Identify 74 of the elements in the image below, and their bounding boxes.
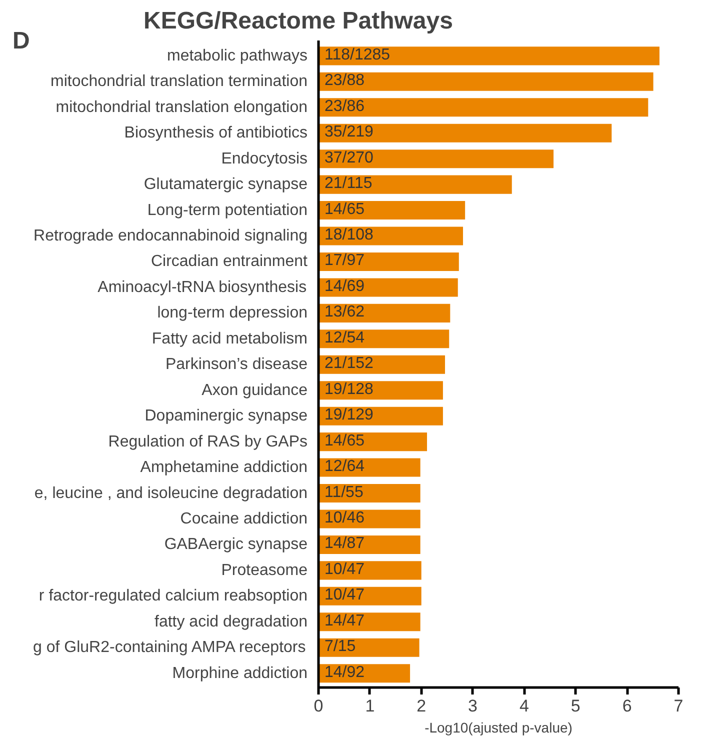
bar [318,201,466,220]
y-tick-label: Retrograde endocannabinoid signaling [34,228,308,245]
y-tick-label: Proteasome [221,562,308,579]
bar [318,150,554,168]
data-label: 14/65 [324,200,365,218]
x-tick-label: 0 [314,696,324,716]
bar [318,304,450,322]
y-tick-label: Circadian entrainment [150,253,308,270]
data-label: 17/97 [324,252,365,270]
x-tick-label: 4 [519,696,529,716]
y-tick-label: Cocaine addiction [180,510,308,528]
data-label: 12/54 [324,329,365,346]
y-tick-label: g of GluR2-containing AMPA receptors [33,639,306,656]
data-label: 14/47 [324,612,365,630]
y-tick-label: fatty acid degradation [154,613,308,630]
data-label: 35/219 [324,124,374,141]
data-label: 14/92 [324,664,365,681]
y-tick-label: Long-term potentiation [147,202,308,219]
data-label: 11/55 [324,484,364,501]
x-axis-title: -Log10(ajusted p-value) [424,720,572,736]
x-tick-label: 7 [674,696,684,716]
data-label: 7/15 [324,638,356,656]
y-tick-label: Morphine addiction [172,664,308,682]
data-label: 19/128 [324,380,374,398]
y-tick-label: Endocytosis [221,150,308,168]
y-tick-label: Amphetamine addiction [140,459,308,476]
y-tick-label: e, leucine , and isoleucine degradation [34,484,308,502]
bar [318,72,654,91]
bar [318,278,458,297]
data-label: 10/46 [324,509,365,526]
data-label: 23/86 [324,98,365,115]
data-label: 12/64 [324,458,365,476]
y-tick-label: GABAergic synapse [164,536,308,554]
bar [318,330,450,348]
bar [318,124,612,142]
y-tick-label: mitochondrial translation termination [50,73,308,90]
data-label: 21/115 [324,175,372,192]
y-tick-label: mitochondrial translation elongation [56,98,308,116]
chart-title: KEGG/Reactome Pathways [144,8,453,34]
data-label: 14/65 [324,432,365,450]
bar [318,638,420,657]
x-tick-label: 1 [365,696,375,716]
y-tick-label: Glutamatergic synapse [144,176,308,194]
data-label: 21/152 [324,355,374,372]
data-label: 19/129 [324,406,374,424]
data-label: 37/270 [324,149,374,166]
y-tick-label: metabolic pathways [166,47,308,64]
data-label: 14/69 [324,278,365,295]
x-tick-label: 6 [622,696,632,716]
y-tick-label: Parkinson’s disease [165,356,308,374]
text: D [12,28,30,54]
y-tick-label: Regulation of RAS by GAPs [108,433,308,450]
x-tick-label: 2 [416,696,426,716]
y-tick-label: Dopaminergic synapse [144,408,308,425]
x-tick-label: 3 [468,696,478,716]
data-label: 13/62 [324,304,365,321]
y-tick-label: long-term depression [157,304,308,322]
data-label: 10/47 [324,586,365,604]
data-label: 118/1285 [324,46,390,64]
y-tick-label: Axon guidance [202,382,308,399]
data-label: 10/47 [324,560,365,578]
bar [318,252,459,271]
bar [318,175,512,194]
data-label: 14/87 [324,535,365,552]
y-tick-label: Fatty acid metabolism [152,330,308,348]
y-tick-label: r factor-regulated calcium reabsoption [38,588,308,605]
bar [318,510,420,528]
y-tick-label: Aminoacyl-tRNA biosynthesis [98,278,307,296]
bar [318,98,648,117]
bar [318,46,660,66]
y-tick-label: Biosynthesis of antibiotics [124,124,308,142]
data-label: 23/88 [324,72,365,90]
x-tick-label: 5 [570,696,580,716]
data-label: 18/108 [324,226,374,244]
